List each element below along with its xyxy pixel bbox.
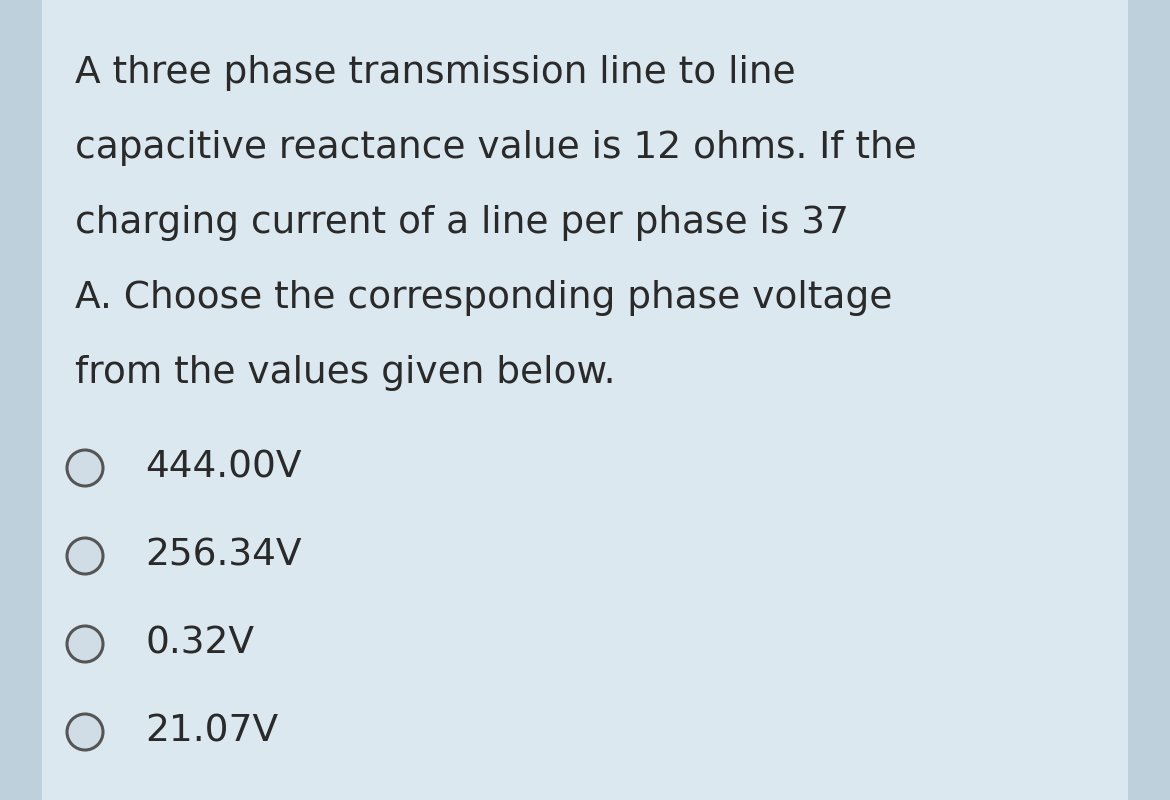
Text: charging current of a line per phase is 37: charging current of a line per phase is …: [75, 205, 849, 241]
Text: capacitive reactance value is 12 ohms. If the: capacitive reactance value is 12 ohms. I…: [75, 130, 917, 166]
Text: 256.34V: 256.34V: [145, 538, 302, 574]
Circle shape: [67, 538, 103, 574]
Text: 444.00V: 444.00V: [145, 450, 302, 486]
Circle shape: [67, 626, 103, 662]
Text: from the values given below.: from the values given below.: [75, 355, 615, 391]
Circle shape: [67, 450, 103, 486]
Text: 0.32V: 0.32V: [145, 626, 254, 662]
Text: 21.07V: 21.07V: [145, 714, 278, 750]
Circle shape: [67, 714, 103, 750]
Text: A. Choose the corresponding phase voltage: A. Choose the corresponding phase voltag…: [75, 280, 893, 316]
Text: A three phase transmission line to line: A three phase transmission line to line: [75, 55, 796, 91]
